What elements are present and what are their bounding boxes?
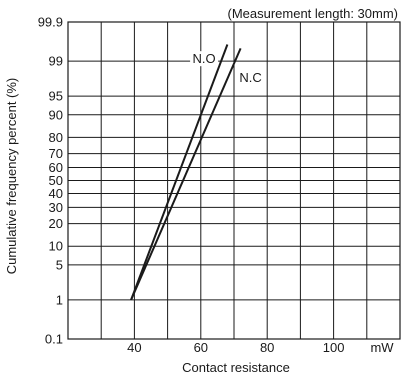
y-tick-label: 30 [49,200,63,215]
x-tick-label: 80 [260,340,274,355]
x-tick-label: 60 [194,340,208,355]
series-label-no: N.O [193,51,216,66]
y-tick-label: 40 [49,186,63,201]
y-tick-label: 1 [56,292,63,307]
y-tick-label: 50 [49,173,63,188]
plot-border [67,21,401,340]
plot-frame [67,21,401,340]
y-tick-label: 10 [49,239,63,254]
series-label-bg [190,51,219,67]
y-tick-label: 99.9 [38,15,63,30]
x-axis-unit: mW [370,340,394,355]
y-tick-label: 5 [56,257,63,272]
y-tick-label: 70 [49,146,63,161]
measurement-note: (Measurement length: 30mm) [227,6,398,21]
series-line-nc [130,48,242,301]
x-tick-label: 40 [127,340,141,355]
y-tick-label: 60 [49,160,63,175]
y-tick-label: 0.1 [45,332,63,347]
y-tick-label: 20 [49,216,63,231]
x-axis-title: Contact resistance [182,360,290,375]
series-label-bg [236,69,265,85]
y-tick-label: 99 [49,54,63,69]
grid [68,22,400,339]
y-axis-title: Cumulative frequency percent (%) [4,78,19,275]
x-tick-label: 100 [323,340,345,355]
y-tick-label: 80 [49,130,63,145]
series-label-nc: N.C [239,70,261,85]
series-line-no [130,44,229,301]
series-lines: N.O N.C [130,44,265,301]
y-tick-label: 90 [49,107,63,122]
y-tick-label: 95 [49,89,63,104]
